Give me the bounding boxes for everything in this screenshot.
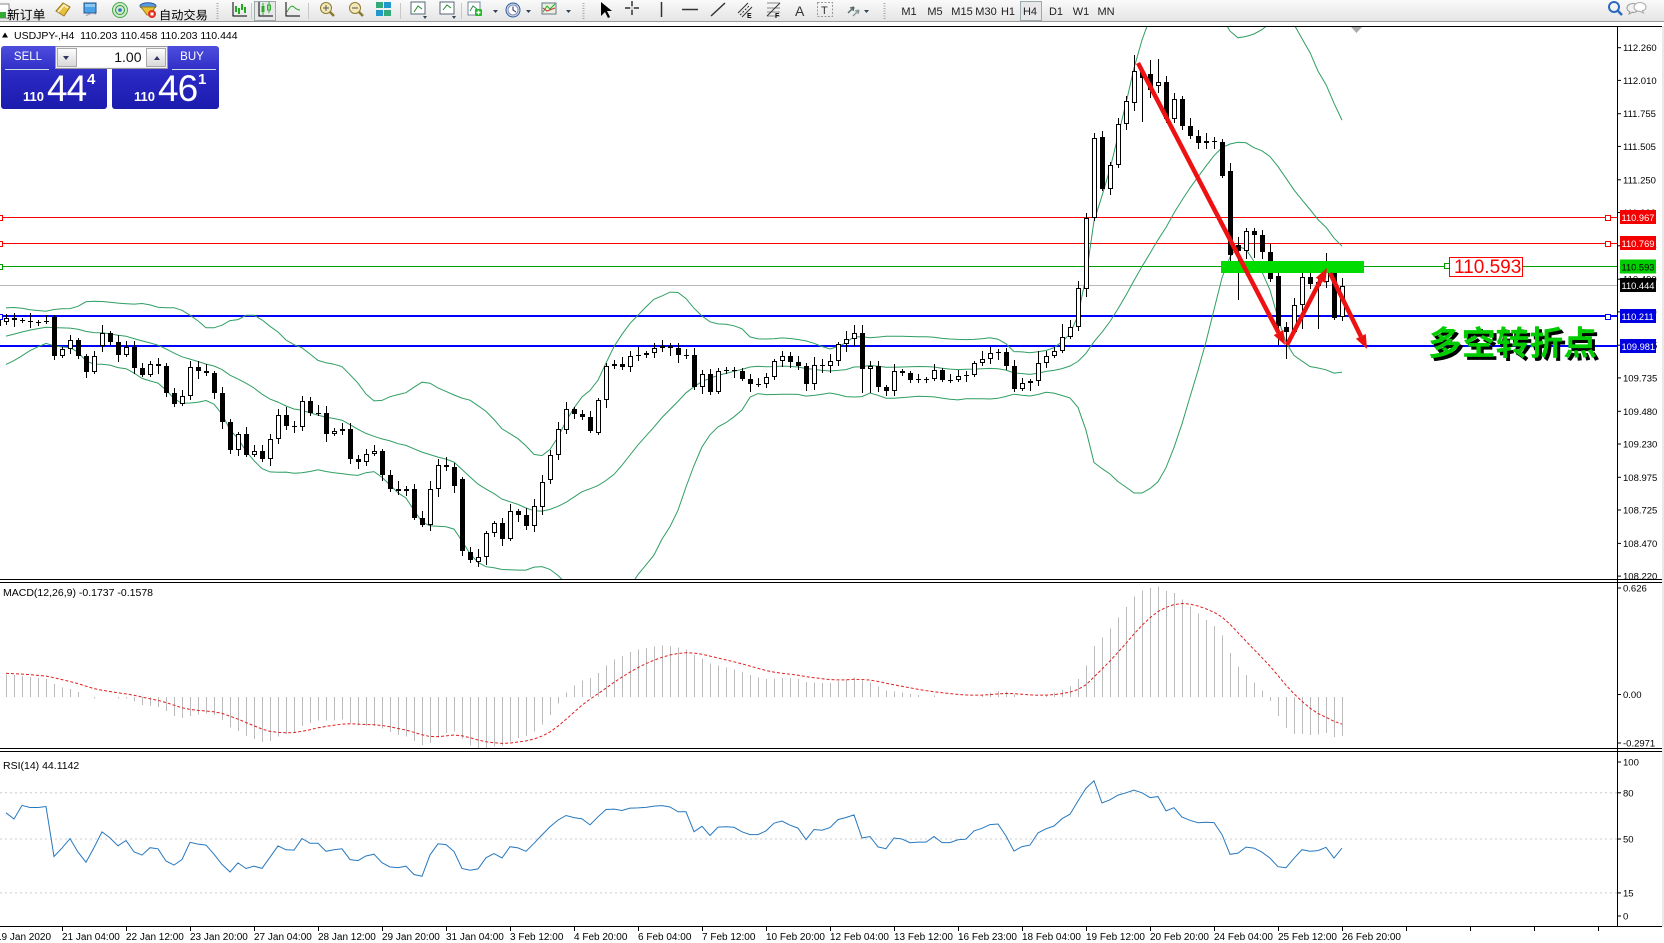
svg-text:112.010: 112.010 <box>1623 76 1657 87</box>
svg-text:19 Jan 2020: 19 Jan 2020 <box>0 932 51 943</box>
svg-text:26 Feb 20:00: 26 Feb 20:00 <box>1342 932 1401 943</box>
svg-text:110.967: 110.967 <box>1622 213 1655 223</box>
svg-text:111.250: 111.250 <box>1623 175 1656 186</box>
svg-text:80: 80 <box>1623 788 1634 799</box>
svg-text:21 Jan 04:00: 21 Jan 04:00 <box>62 932 120 943</box>
svg-text:4 Feb 20:00: 4 Feb 20:00 <box>574 932 628 943</box>
svg-text:W1: W1 <box>1073 6 1090 18</box>
svg-text:110.444: 110.444 <box>1622 281 1655 291</box>
svg-text:19 Feb 12:00: 19 Feb 12:00 <box>1086 932 1145 943</box>
svg-text:108.470: 108.470 <box>1623 539 1657 550</box>
svg-text:23 Jan 20:00: 23 Jan 20:00 <box>190 932 248 943</box>
svg-text:13 Feb 12:00: 13 Feb 12:00 <box>894 932 953 943</box>
svg-text:18 Feb 04:00: 18 Feb 04:00 <box>1022 932 1081 943</box>
svg-text:112.260: 112.260 <box>1623 43 1657 54</box>
svg-text:27 Jan 04:00: 27 Jan 04:00 <box>254 932 312 943</box>
svg-text:109.480: 109.480 <box>1623 407 1657 418</box>
svg-text:29 Jan 20:00: 29 Jan 20:00 <box>382 932 440 943</box>
svg-text:110.211: 110.211 <box>1622 312 1654 322</box>
svg-text:E: E <box>747 13 752 20</box>
svg-text:MACD(12,26,9) -0.1737 -0.1578: MACD(12,26,9) -0.1737 -0.1578 <box>3 587 153 599</box>
svg-text:111.755: 111.755 <box>1623 109 1656 120</box>
svg-text:110.593: 110.593 <box>1622 262 1655 272</box>
svg-text:0.00: 0.00 <box>1623 690 1642 701</box>
svg-text:7 Feb 12:00: 7 Feb 12:00 <box>702 932 756 943</box>
svg-text:24 Feb 04:00: 24 Feb 04:00 <box>1214 932 1273 943</box>
svg-text:108.725: 108.725 <box>1623 506 1657 517</box>
svg-text:USDJPY-,H4 110.203 110.458 11: USDJPY-,H4 110.203 110.458 110.203 110.4… <box>14 30 238 42</box>
svg-text:22 Jan 12:00: 22 Jan 12:00 <box>126 932 184 943</box>
svg-text:109.230: 109.230 <box>1623 440 1657 451</box>
svg-text:T: T <box>821 5 828 17</box>
svg-text:12 Feb 04:00: 12 Feb 04:00 <box>830 932 889 943</box>
svg-text:109.735: 109.735 <box>1623 373 1657 384</box>
svg-text:108.975: 108.975 <box>1623 473 1657 484</box>
svg-text:-0.2971: -0.2971 <box>1623 739 1655 750</box>
svg-text:25 Feb 12:00: 25 Feb 12:00 <box>1278 932 1337 943</box>
svg-text:M5: M5 <box>927 6 942 18</box>
svg-text:F: F <box>775 13 780 20</box>
svg-text:110.593: 110.593 <box>1454 257 1521 278</box>
svg-text:28 Jan 12:00: 28 Jan 12:00 <box>318 932 376 943</box>
svg-text:15: 15 <box>1623 888 1634 899</box>
svg-text:110.769: 110.769 <box>1622 239 1655 249</box>
svg-text:H4: H4 <box>1023 6 1037 18</box>
svg-text:108.220: 108.220 <box>1623 572 1657 583</box>
svg-text:6 Feb 04:00: 6 Feb 04:00 <box>638 932 692 943</box>
svg-text:RSI(14) 44.1142: RSI(14) 44.1142 <box>3 760 79 772</box>
svg-text:109.981: 109.981 <box>1622 342 1656 352</box>
svg-text:10 Feb 20:00: 10 Feb 20:00 <box>766 932 825 943</box>
svg-text:100: 100 <box>1623 758 1639 769</box>
svg-text:MN: MN <box>1097 6 1114 18</box>
svg-text:3 Feb 12:00: 3 Feb 12:00 <box>510 932 564 943</box>
svg-text:0.626: 0.626 <box>1623 584 1647 595</box>
svg-text:50: 50 <box>1623 835 1634 846</box>
svg-text:A: A <box>795 3 805 19</box>
svg-text:20 Feb 20:00: 20 Feb 20:00 <box>1150 932 1209 943</box>
svg-text:16 Feb 23:00: 16 Feb 23:00 <box>958 932 1017 943</box>
svg-text:31 Jan 04:00: 31 Jan 04:00 <box>446 932 504 943</box>
svg-text:M15: M15 <box>951 6 972 18</box>
svg-text:D1: D1 <box>1049 6 1063 18</box>
svg-text:M30: M30 <box>975 6 996 18</box>
svg-text:111.505: 111.505 <box>1623 142 1656 153</box>
svg-text:M1: M1 <box>901 6 916 18</box>
svg-text:0: 0 <box>1623 912 1628 923</box>
svg-text:H1: H1 <box>1001 6 1015 18</box>
